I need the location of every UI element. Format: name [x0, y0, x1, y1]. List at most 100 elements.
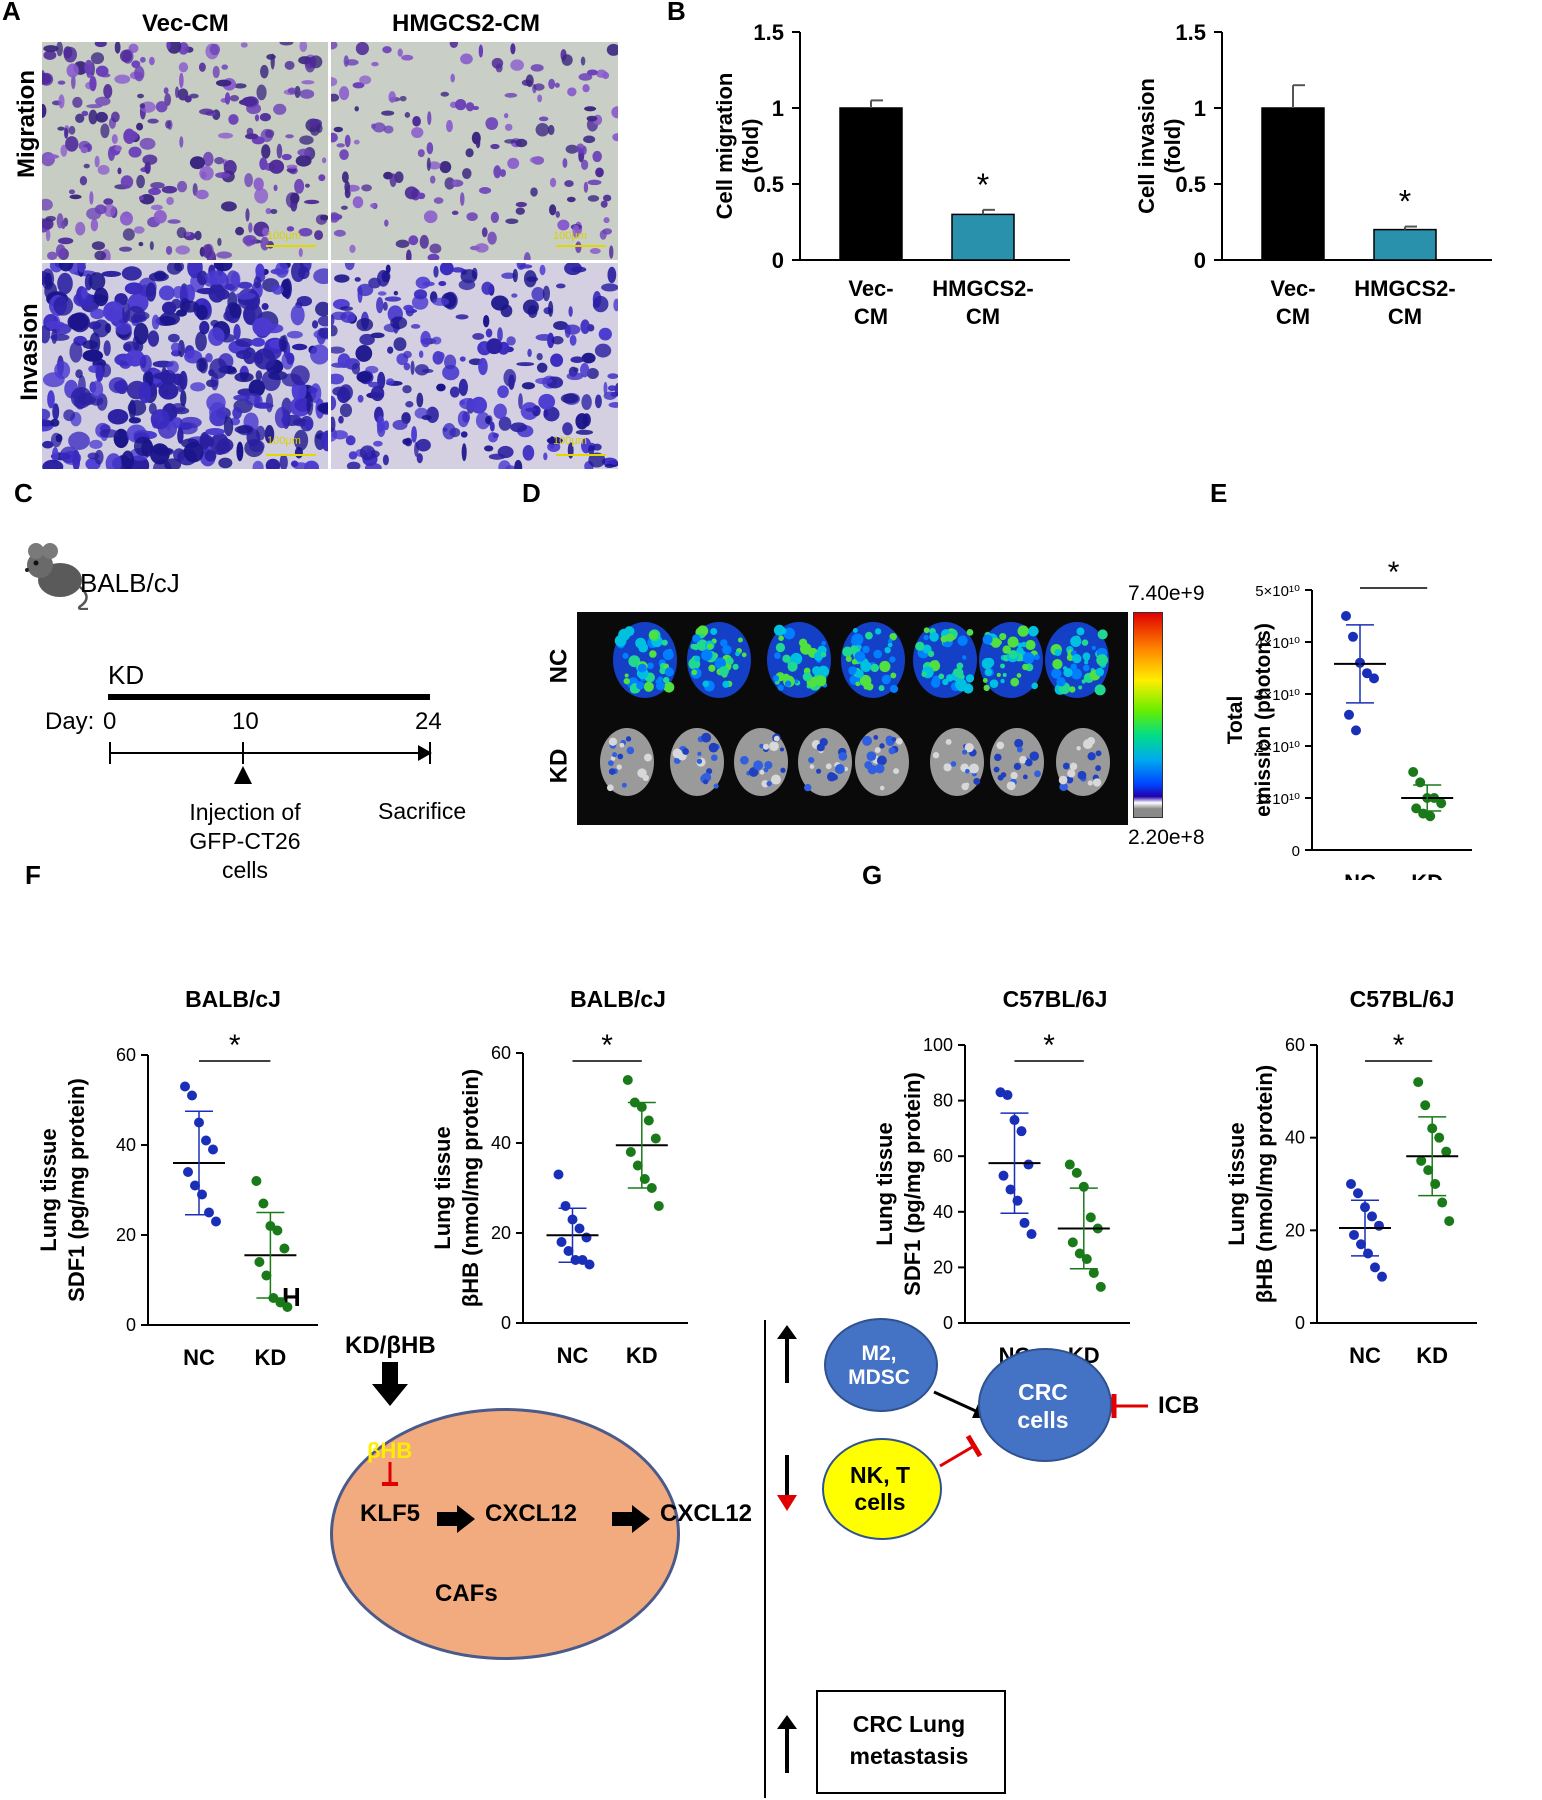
data-point [1071, 1167, 1082, 1178]
cell-blob [370, 385, 385, 402]
cell-blob [498, 416, 512, 431]
signal-spot [1028, 625, 1039, 637]
chart-title: BALB/cJ [185, 986, 281, 1012]
x-tick-label: HMGCS2- [932, 276, 1033, 301]
y-tick-label: 1×10¹⁰ [1255, 791, 1300, 808]
cell-blob [386, 378, 395, 386]
metastasis-label: CRC Lung metastasis [849, 1711, 969, 1769]
cell-blob [254, 114, 260, 122]
signal-spot [878, 685, 885, 692]
data-point [1436, 798, 1447, 809]
cell-blob [570, 356, 584, 364]
cell-blob [114, 74, 131, 84]
cell-blob [107, 146, 116, 161]
signal-spot [1081, 679, 1086, 684]
signal-spot [870, 663, 879, 673]
cell-blob [268, 159, 285, 174]
y-tick-label: 1.5 [1175, 20, 1206, 45]
signal-spot [950, 761, 957, 767]
cell-blob [387, 346, 394, 354]
cell-blob [136, 122, 144, 131]
cell-blob [123, 343, 132, 352]
cell-blob [42, 198, 53, 211]
significance-star: * [1399, 184, 1411, 220]
cell-blob [121, 450, 135, 469]
cell-blob [405, 401, 414, 408]
signal-spot [808, 756, 815, 764]
cell-blob [57, 272, 73, 295]
cell-blob [438, 281, 447, 287]
cell-blob [287, 87, 297, 94]
x-tick-label: HMGCS2- [1354, 276, 1455, 301]
cell-blob [253, 276, 262, 289]
cell-blob [91, 241, 105, 251]
signal-spot [965, 768, 970, 774]
cell-blob [315, 301, 328, 317]
cell-blob [286, 226, 295, 232]
cell-blob [214, 157, 225, 165]
signal-spot [889, 632, 897, 641]
cell-blob [413, 289, 428, 300]
cell-blob [359, 75, 372, 85]
cell-blob [119, 49, 132, 63]
cell-blob [253, 402, 274, 409]
signal-spot [778, 635, 784, 641]
signal-spot [817, 665, 830, 678]
cell-blob [290, 460, 299, 468]
cell-blob [333, 126, 343, 133]
cell-blob [431, 336, 442, 345]
cell-blob [158, 382, 179, 400]
cell-blob [271, 284, 284, 295]
cell-blob [202, 244, 213, 259]
cell-blob [54, 361, 71, 380]
cell-blob [294, 178, 305, 194]
signal-spot [843, 766, 849, 772]
signal-spot [1051, 668, 1062, 679]
col-label-hmgcs2-cm: HMGCS2-CM [392, 10, 540, 37]
panel-letter-c: C [14, 478, 33, 508]
cell-blob [359, 333, 375, 346]
data-point [180, 1081, 190, 1092]
signal-spot [848, 666, 858, 676]
signal-spot [1014, 738, 1024, 748]
cell-blob [403, 362, 411, 371]
cell-blob [466, 212, 478, 221]
cell-blob [213, 263, 233, 272]
cell-blob [79, 176, 88, 186]
cell-blob [527, 305, 538, 318]
cell-blob [361, 184, 372, 192]
cell-blob [564, 180, 574, 187]
signal-spot [1062, 762, 1070, 770]
cell-blob [566, 196, 576, 203]
data-point [1362, 668, 1372, 679]
data-point [1067, 1237, 1078, 1248]
inhibition-icon [1111, 1394, 1148, 1418]
color-scale-bar [1133, 612, 1163, 818]
cell-blob [505, 218, 519, 224]
cell-blob [404, 186, 419, 200]
cell-blob [42, 440, 54, 449]
signal-spot [1029, 751, 1039, 761]
cell-blob [389, 173, 397, 187]
cell-blob [161, 367, 168, 385]
cell-blob [523, 270, 537, 288]
cell-blob [189, 156, 206, 170]
data-point [1413, 1077, 1424, 1088]
x-tick-label: NC [557, 1343, 589, 1368]
signal-spot [873, 734, 879, 740]
cell-blob [501, 272, 516, 279]
cell-blob [255, 370, 263, 381]
cell-blob [345, 435, 356, 446]
cell-blob [60, 144, 68, 157]
cell-blob [341, 171, 349, 183]
signal-spot [1092, 778, 1102, 787]
cell-blob [243, 305, 256, 325]
cell-blob [260, 64, 269, 79]
cell-blob [415, 276, 431, 289]
cell-blob [606, 43, 618, 56]
signal-spot [623, 677, 630, 685]
cell-blob [503, 113, 509, 119]
cell-blob [248, 222, 253, 233]
cell-blob [604, 463, 615, 468]
cell-blob [511, 293, 518, 298]
